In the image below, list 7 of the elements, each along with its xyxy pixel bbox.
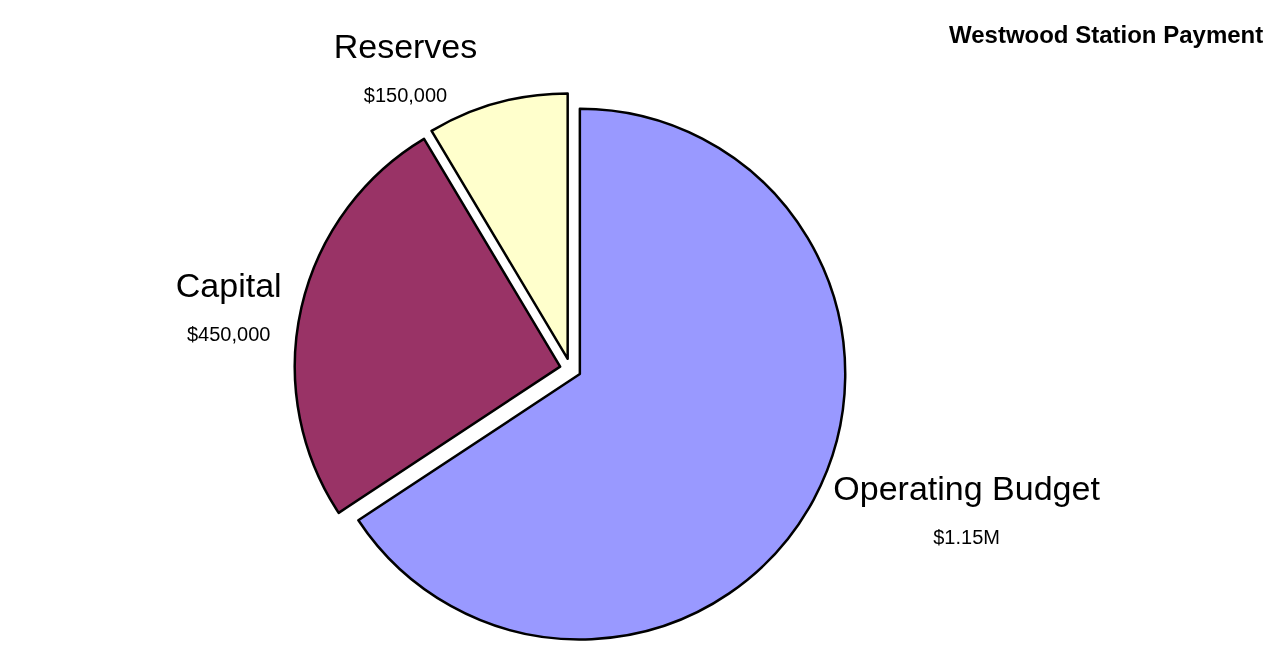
data-label: $450,000 [186,323,271,346]
data-label: $150,000 [363,83,448,106]
slice-label: Capital [175,266,282,305]
slice-label: Reserves [333,26,478,65]
data-label: $1.15M [933,526,1000,549]
chart-title: Westwood Station Payment [948,21,1264,49]
slice-label: Operating Budget [833,469,1101,508]
